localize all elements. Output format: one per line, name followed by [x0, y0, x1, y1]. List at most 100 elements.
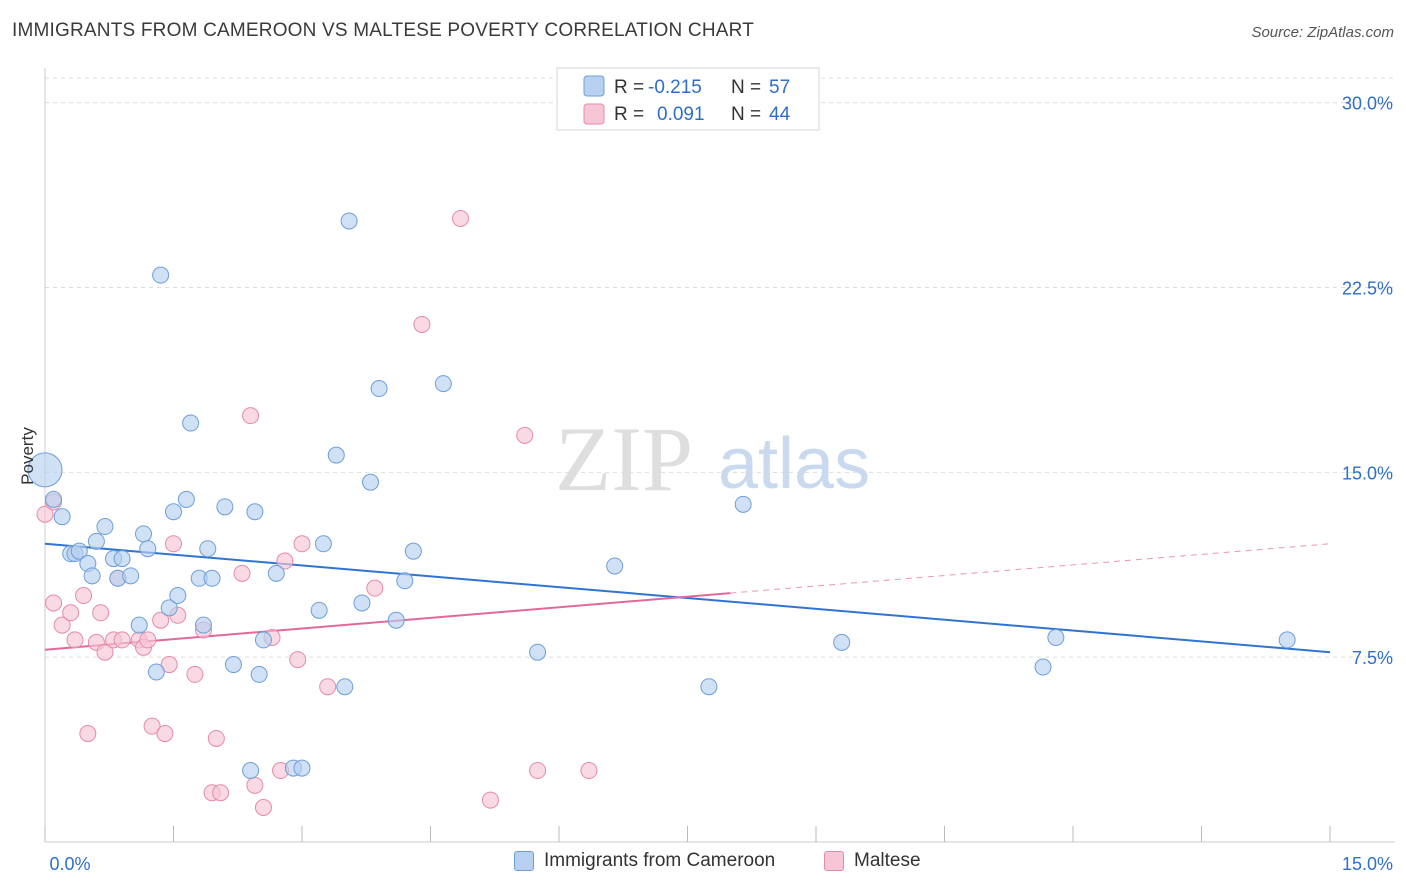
cameroon-point	[1278, 631, 1296, 649]
legend-r-label-2: R =	[614, 104, 644, 125]
maltese-point	[53, 616, 71, 634]
cameroon-point	[122, 567, 140, 585]
cameroon-point	[1034, 658, 1052, 676]
maltese-point	[186, 665, 204, 683]
maltese-point	[113, 631, 131, 649]
cameroon-point	[194, 616, 212, 634]
legend-r-value-2: 0.091	[657, 104, 705, 125]
legend-n-value-1: 57	[769, 77, 790, 98]
maltese-point	[366, 579, 384, 597]
maltese-point	[160, 656, 178, 674]
maltese-point	[156, 725, 174, 743]
legend-n-label-2: N =	[731, 104, 761, 125]
legend-swatch-maltese	[824, 851, 844, 871]
legend-swatch-blue	[583, 75, 605, 97]
cameroon-point	[139, 540, 157, 558]
cameroon-point	[216, 498, 234, 516]
x-tick-label-min: 0.0%	[49, 854, 90, 874]
legend-n-label-1: N =	[731, 77, 761, 98]
cameroon-point	[27, 452, 63, 488]
legend-n-value-2: 44	[769, 104, 791, 125]
cameroon-point	[246, 503, 264, 521]
maltese-point	[96, 643, 114, 661]
watermark-atlas: atlas	[718, 424, 870, 504]
cameroon-trendline	[44, 542, 1331, 654]
cameroon-point	[254, 631, 272, 649]
maltese-point	[66, 631, 84, 649]
chart-title: IMMIGRANTS FROM CAMEROON VS MALTESE POVE…	[12, 20, 755, 41]
maltese-point	[75, 587, 93, 605]
cameroon-point	[340, 212, 358, 230]
maltese-point	[451, 209, 469, 227]
maltese-point	[289, 651, 307, 669]
maltese-point	[580, 762, 598, 780]
maltese-point	[139, 631, 157, 649]
legend-item-maltese[interactable]: Maltese	[824, 850, 921, 872]
cameroon-point	[130, 616, 148, 634]
cameroon-point	[267, 564, 285, 582]
maltese-point	[233, 564, 251, 582]
maltese-point	[45, 594, 63, 612]
legend-r-value-1: -0.215	[648, 77, 702, 98]
cameroon-point	[96, 518, 114, 536]
y-tick-label: 7.5%	[1352, 648, 1393, 668]
cameroon-point	[152, 266, 170, 284]
y-tick-label: 22.5%	[1342, 278, 1393, 298]
legend-label-cameroon: Immigrants from Cameroon	[544, 850, 776, 871]
y-tick-label: 15.0%	[1342, 463, 1393, 483]
cameroon-point	[87, 532, 105, 550]
cameroon-point	[45, 490, 63, 508]
cameroon-point	[734, 495, 752, 513]
legend-swatch-cameroon	[514, 851, 534, 871]
cameroon-point	[700, 678, 718, 696]
cameroon-point	[83, 567, 101, 585]
cameroon-point	[203, 569, 221, 587]
cameroon-point	[293, 759, 311, 777]
cameroon-point	[147, 663, 165, 681]
cameroon-point	[160, 599, 178, 617]
maltese-point	[246, 776, 264, 794]
maltese-trendline	[44, 592, 731, 651]
maltese-point	[212, 784, 230, 802]
cameroon-point	[327, 446, 345, 464]
legend-item-cameroon[interactable]: Immigrants from Cameroon	[514, 850, 775, 872]
maltese-point	[293, 535, 311, 553]
cameroon-point	[165, 503, 182, 521]
cameroon-point	[396, 572, 414, 590]
points-layer	[27, 209, 1296, 816]
maltese-point	[254, 798, 272, 816]
cameroon-point	[1047, 628, 1065, 646]
legend-swatch-pink	[583, 103, 605, 125]
y-axis-label: Poverty	[18, 427, 37, 485]
maltese-point	[276, 552, 294, 570]
maltese-point	[242, 407, 260, 425]
cameroon-point	[387, 611, 405, 629]
maltese-point	[481, 791, 499, 809]
maltese-point	[36, 505, 54, 523]
cameroon-point	[353, 594, 371, 612]
maltese-point	[413, 315, 431, 333]
maltese-point	[319, 678, 337, 696]
cameroon-point	[370, 380, 388, 398]
cameroon-point	[169, 587, 187, 605]
legend-label-maltese: Maltese	[854, 850, 921, 871]
maltese-point	[529, 762, 547, 780]
watermark: ZIP atlas	[555, 408, 870, 510]
maltese-trendline-extension	[730, 543, 1331, 594]
cameroon-point	[182, 414, 200, 432]
watermark-zip: ZIP	[555, 408, 693, 510]
cameroon-point	[135, 525, 153, 543]
cameroon-point	[434, 375, 452, 393]
cameroon-point	[404, 542, 422, 560]
maltese-point	[143, 717, 161, 735]
cameroon-point	[606, 557, 624, 575]
series-legend: Immigrants from Cameroon Maltese	[0, 850, 1406, 878]
cameroon-point	[314, 535, 332, 553]
legend-r-label-1: R =	[614, 77, 644, 98]
cameroon-point	[529, 643, 547, 661]
maltese-point	[62, 604, 80, 622]
stats-legend: R = -0.215 N = 57 R = 0.091 N = 44	[556, 67, 820, 131]
y-tick-label: 30.0%	[1342, 94, 1393, 114]
cameroon-point	[177, 490, 195, 508]
